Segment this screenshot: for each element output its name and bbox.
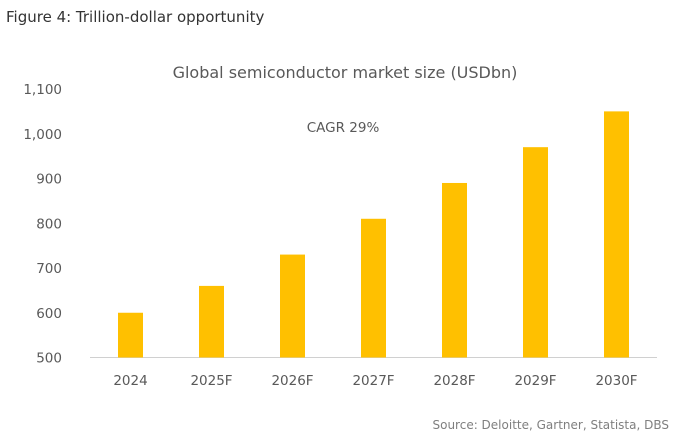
y-tick-label: 600 [36,306,62,322]
x-tick-label: 2028F [433,373,475,389]
chart-title: Global semiconductor market size (USDbn) [173,63,518,82]
bar-2024 [118,312,143,358]
y-tick-label: 900 [36,172,62,188]
x-tick-label: 2027F [352,373,394,389]
y-tick-label: 800 [36,216,62,232]
x-tick-label: 2024 [113,373,147,389]
source-note: Source: Deloitte, Gartner, Statista, DBS [432,418,669,432]
bar-2026F [280,254,305,358]
x-tick-label: 2026F [271,373,313,389]
bar-2030F [604,111,629,358]
x-tick-label: 2025F [190,373,232,389]
figure-title: Figure 4: Trillion-dollar opportunity [6,8,265,26]
bar-2028F [442,182,467,358]
y-tick-label: 1,000 [23,127,62,143]
y-tick-label: 700 [36,261,62,277]
bar-2025F [199,285,224,358]
y-tick-label: 500 [36,351,62,367]
x-tick-label: 2029F [514,373,556,389]
cagr-annotation: CAGR 29% [307,120,380,136]
x-tick-label: 2030F [595,373,637,389]
bar-2027F [361,218,386,358]
bar-2029F [523,147,548,358]
y-tick-label: 1,100 [23,82,62,98]
